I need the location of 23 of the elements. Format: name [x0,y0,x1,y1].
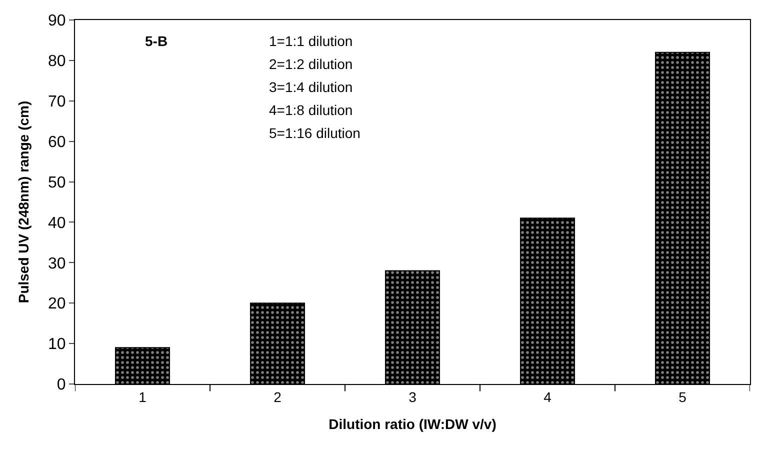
y-tick-label: 20 [48,296,66,313]
annotation: 4=1:8 dilution [269,102,353,118]
x-tick-label: 3 [408,388,417,405]
y-tick-label: 90 [48,12,66,30]
annotation: 1=1:1 dilution [269,33,353,49]
y-tick-label: 0 [56,376,66,394]
x-tick-label: 2 [274,388,282,405]
x-tick-label: 4 [544,388,552,405]
y-tick-label: 60 [48,134,66,151]
annotation: 2=1:2 dilution [269,56,353,72]
y-tick-label: 70 [48,93,66,110]
x-tick-label: 5 [678,388,687,405]
x-tick-label: 1 [138,388,147,405]
y-tick-label: 10 [48,336,66,354]
y-tick-label: 40 [48,214,66,232]
x-axis-title: Dilution ratio (IW:DW v/v) [328,416,496,432]
y-tick-label: 80 [48,53,66,70]
annotation: 5-B [145,33,168,49]
annotation: 3=1:4 dilution [269,79,353,95]
y-tick-label: 30 [48,255,66,272]
y-tick-label: 50 [48,174,66,192]
annotation: 5=1:16 dilution [269,125,360,141]
y-axis-title: Pulsed UV (248nm) range (cm) [16,100,32,304]
